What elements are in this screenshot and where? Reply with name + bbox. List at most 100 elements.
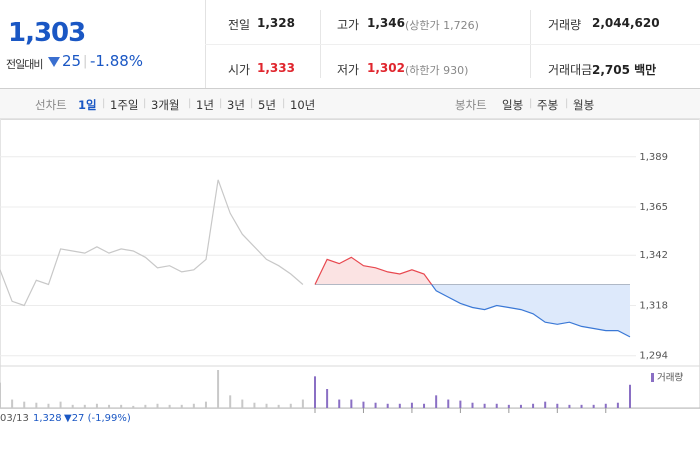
tab-separator: | <box>188 98 192 109</box>
period-tab[interactable]: 1주일 <box>110 98 139 112</box>
candle-tab[interactable]: 주봉 <box>537 98 559 112</box>
y-tick-label: 1,389 <box>639 152 668 163</box>
volume-bar <box>144 404 147 408</box>
volume-bar <box>495 403 498 408</box>
volume-bar <box>350 399 353 408</box>
volume-bar <box>301 399 304 408</box>
volume-bar <box>629 384 631 408</box>
volume-bar <box>71 404 74 408</box>
volume-bar <box>616 402 619 408</box>
tab-separator: | <box>529 98 533 109</box>
tab-group-label: 봉차트 <box>455 98 487 112</box>
price-line-down <box>315 284 631 338</box>
volume-bar <box>11 399 14 408</box>
stat-label: 시가 <box>228 63 251 77</box>
period-tab[interactable]: 10년 <box>290 98 316 112</box>
volume-bar <box>229 395 232 408</box>
y-tick-label: 1,294 <box>639 351 668 362</box>
candle-tab[interactable]: 월봉 <box>573 98 595 112</box>
separator: | <box>83 54 88 69</box>
volume-bar <box>544 401 547 408</box>
volume-bar <box>386 403 389 408</box>
period-tab[interactable]: 3년 <box>227 98 245 112</box>
tab-group-label: 선차트 <box>35 98 67 112</box>
volume-bar <box>519 404 522 408</box>
period-tab[interactable]: 1일 <box>78 98 97 112</box>
period-tab[interactable]: 3개월 <box>151 98 180 112</box>
volume-bar <box>277 404 280 408</box>
chart: 1,2941,3181,3421,3651,38903/1410:0011:00… <box>0 118 700 413</box>
divider <box>205 44 700 45</box>
volume-bar <box>120 404 123 408</box>
stat-value: 2,044,620 <box>592 16 660 30</box>
volume-bar <box>132 405 135 408</box>
volume-bar <box>338 399 341 408</box>
footer-date: 03/13 <box>0 413 29 424</box>
volume-bar <box>532 403 535 408</box>
volume-bar <box>410 402 413 408</box>
volume-bar <box>459 400 462 408</box>
volume-bar <box>580 404 583 408</box>
volume-bar <box>95 403 98 408</box>
volume-bar <box>253 402 256 408</box>
volume-bar <box>483 403 486 408</box>
period-tab[interactable]: 1년 <box>196 98 214 112</box>
volume-bar <box>180 404 183 408</box>
area-up <box>315 257 630 285</box>
price-line-previous <box>0 179 304 307</box>
stat-note: (상한가 1,726) <box>405 19 479 32</box>
stat-label: 저가 <box>337 63 360 77</box>
footer-change: ▼27 (-1,99%) <box>64 413 131 424</box>
stat-value: 1,328 <box>257 16 295 30</box>
volume-bar <box>289 403 292 408</box>
volume-bar <box>362 401 365 408</box>
area-down <box>431 284 630 337</box>
volume-bar <box>592 404 595 408</box>
volume-bar <box>204 401 207 408</box>
y-tick-label: 1,318 <box>639 300 668 311</box>
volume-bar <box>168 404 171 408</box>
volume-bar <box>83 404 86 408</box>
tab-separator: | <box>102 98 106 109</box>
y-tick-label: 1,342 <box>639 250 668 261</box>
candle-tab[interactable]: 일봉 <box>502 98 524 112</box>
volume-bar <box>156 403 159 408</box>
volume-bar <box>398 403 401 408</box>
volume-bar <box>435 395 438 408</box>
price-box: 1,303 전일대비 25 | -1.88% <box>0 0 206 88</box>
change-rate: -1.88% <box>90 52 144 70</box>
down-icon <box>48 57 60 67</box>
volume-bar <box>192 403 195 408</box>
stat-value: 2,705 백만 <box>592 63 657 77</box>
stat-value: 1,302 <box>367 61 405 75</box>
stat-label: 고가 <box>337 18 360 32</box>
tab-separator: | <box>143 98 147 109</box>
volume-bar <box>108 404 111 408</box>
stat-note: (하한가 930) <box>405 64 469 77</box>
period-tab[interactable]: 5년 <box>258 98 276 112</box>
volume-bar <box>507 404 510 408</box>
down-triangle <box>48 57 60 67</box>
volume-bar <box>23 401 26 408</box>
price-line-up <box>314 256 433 285</box>
tab-bar: 선차트 1일 1주일 | 3개월 | 1년 | 3년 | 5년 | 10년 | 봉차트 일봉 주봉 | 월봉 | <box>0 89 700 120</box>
stat-label: 거래대금 <box>548 63 593 77</box>
volume-bar <box>556 403 559 408</box>
tab-separator: | <box>565 98 569 109</box>
volume-bar <box>423 403 426 408</box>
tab-separator: | <box>282 98 286 109</box>
stat-value: 1,346 <box>367 16 405 30</box>
footer-price: 1,328 <box>33 413 62 424</box>
volume-bar <box>326 389 329 408</box>
volume-bar <box>471 402 474 408</box>
stat-label: 전일 <box>228 18 251 32</box>
change: 25 <box>62 52 82 70</box>
volume-bar <box>47 403 50 408</box>
stat-value: 1,333 <box>257 61 295 75</box>
legend-label: 거래량 <box>657 372 683 384</box>
legend-swatch <box>651 373 654 382</box>
volume-bar <box>604 403 607 408</box>
volume-bar <box>241 399 244 408</box>
